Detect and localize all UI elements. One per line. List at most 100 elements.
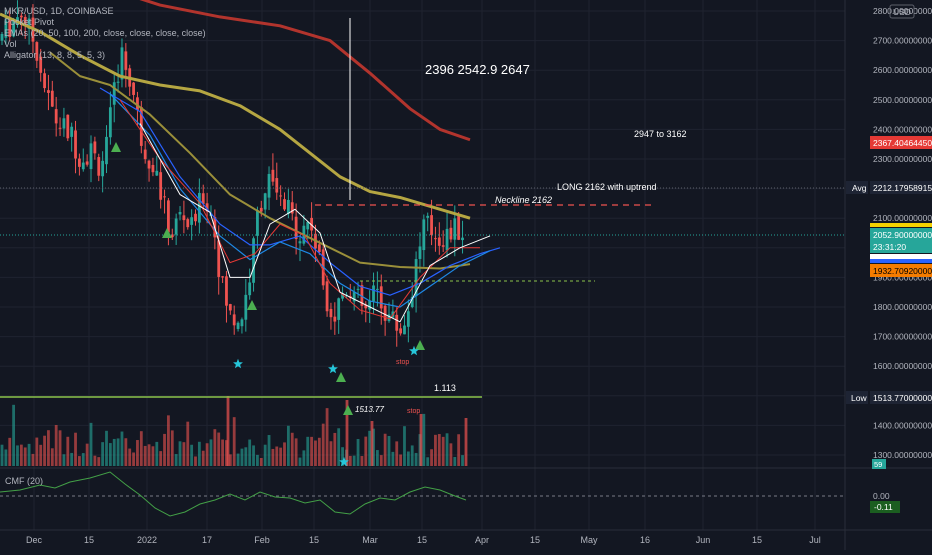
price-tick-label: 2400.00000000 xyxy=(873,124,932,134)
volume-bar xyxy=(205,443,209,466)
legend-alligator[interactable]: Alligator (13, 8, 8, 5, 5, 3) xyxy=(4,50,106,60)
time-tick-label: Feb xyxy=(254,535,270,545)
candle-body xyxy=(383,305,387,321)
ema-50-line xyxy=(49,51,471,270)
candle-body xyxy=(368,300,372,310)
currency-box xyxy=(889,4,915,19)
volume-bar xyxy=(410,445,414,466)
legend-symbol[interactable]: MKR/USD, 1D, COINBASE xyxy=(4,6,114,16)
candle-body xyxy=(449,227,453,240)
cmf-value-text: -0.11 xyxy=(874,502,893,512)
volume-bar xyxy=(120,431,124,466)
candle-body xyxy=(294,216,298,240)
volume-bar xyxy=(54,424,58,466)
volume-bar xyxy=(360,456,364,466)
cmf-line xyxy=(0,471,467,517)
candle-body xyxy=(78,158,81,167)
volume-bar xyxy=(271,448,275,466)
annotation-range: 2947 to 3162 xyxy=(634,129,687,139)
candle-body xyxy=(399,328,403,334)
low-tag-box xyxy=(846,391,868,404)
volume-bar xyxy=(47,430,50,466)
annotation-low-mark: 1513.77 xyxy=(355,405,384,414)
volume-bar xyxy=(364,436,368,466)
volume-bar xyxy=(283,442,286,466)
volume-bar xyxy=(213,429,217,466)
volume-bar xyxy=(174,454,178,466)
candle-body xyxy=(248,282,252,296)
time-tick-label: 16 xyxy=(640,535,650,545)
volume-bar xyxy=(147,444,151,466)
volume-bar xyxy=(43,435,46,466)
candle-body xyxy=(341,293,344,299)
candle-body xyxy=(205,203,209,212)
candle-body xyxy=(306,221,310,230)
candle-body xyxy=(410,296,414,308)
volume-bar xyxy=(217,432,221,466)
candle-body xyxy=(453,218,457,240)
candle-body xyxy=(252,238,255,283)
candle-body xyxy=(403,325,406,335)
price-tick-label: 2700.00000000 xyxy=(873,36,932,46)
candle-body xyxy=(62,118,66,129)
volume-bar xyxy=(341,447,344,466)
volume-bar xyxy=(286,425,290,466)
volume-bar xyxy=(399,454,403,466)
legend-pocket-pivot[interactable]: Pocket Pivot xyxy=(4,17,55,27)
volume-bar xyxy=(329,441,333,466)
cmf-zero-tick: 0.00 xyxy=(873,491,890,501)
time-tick-label: 15 xyxy=(84,535,94,545)
volume-bar xyxy=(23,447,27,466)
candle-body xyxy=(267,173,271,198)
volume-bar xyxy=(116,438,120,466)
legend-vol[interactable]: Vol xyxy=(4,39,17,49)
legend-emas[interactable]: EMAs (20, 50, 100, 200, close, close, cl… xyxy=(4,28,206,38)
candle-body xyxy=(85,161,89,165)
volume-bar xyxy=(50,448,54,466)
candle-body xyxy=(333,316,337,322)
candle-body xyxy=(461,237,464,241)
candle-body xyxy=(360,285,364,306)
volume-bar xyxy=(252,445,255,466)
volume-bar xyxy=(256,454,259,466)
volume-bar xyxy=(356,439,360,466)
volume-bar xyxy=(279,447,283,466)
volume-bar xyxy=(182,442,186,466)
volume-bar xyxy=(337,428,341,466)
volume-bar xyxy=(8,437,12,466)
annotation-stop-2: stop xyxy=(407,408,420,415)
candle-body xyxy=(182,215,186,221)
candle-body xyxy=(27,18,31,29)
candle-body xyxy=(279,195,283,197)
current-price-text: 2052.90000000 xyxy=(873,230,932,240)
candle-body xyxy=(337,298,341,320)
annotation-long: LONG 2162 with uptrend xyxy=(557,182,657,192)
buy-signal-triangle xyxy=(111,142,121,152)
alligator-jaw-line xyxy=(109,93,491,308)
buy-signal-triangle xyxy=(336,372,346,382)
volume-bar xyxy=(108,443,112,466)
volume-bar xyxy=(430,449,433,466)
volume-bar xyxy=(31,453,35,466)
volume-spike xyxy=(345,400,349,466)
chart-legend: MKR/USD, 1D, COINBASE Pocket Pivot EMAs … xyxy=(4,6,206,61)
orange-price-tag-text: 1932.70920000 xyxy=(873,266,932,276)
volume-bar xyxy=(453,456,457,466)
volume-bar xyxy=(387,436,391,466)
candle-body xyxy=(225,276,228,306)
time-tick-label: May xyxy=(580,535,598,545)
avg-tag-label: Avg xyxy=(852,183,867,193)
yellow-ema-tag xyxy=(870,223,932,227)
volume-bar xyxy=(93,455,97,466)
candle-body xyxy=(151,164,155,173)
candle-body xyxy=(143,149,147,160)
volume-bar xyxy=(112,438,116,466)
candle-body xyxy=(190,217,194,225)
volume-bar xyxy=(39,444,43,466)
candle-body xyxy=(437,237,441,246)
time-tick-label: Dec xyxy=(26,535,43,545)
volume-bars xyxy=(0,396,468,466)
price-tick-label: 2800.00000000 xyxy=(873,6,932,16)
